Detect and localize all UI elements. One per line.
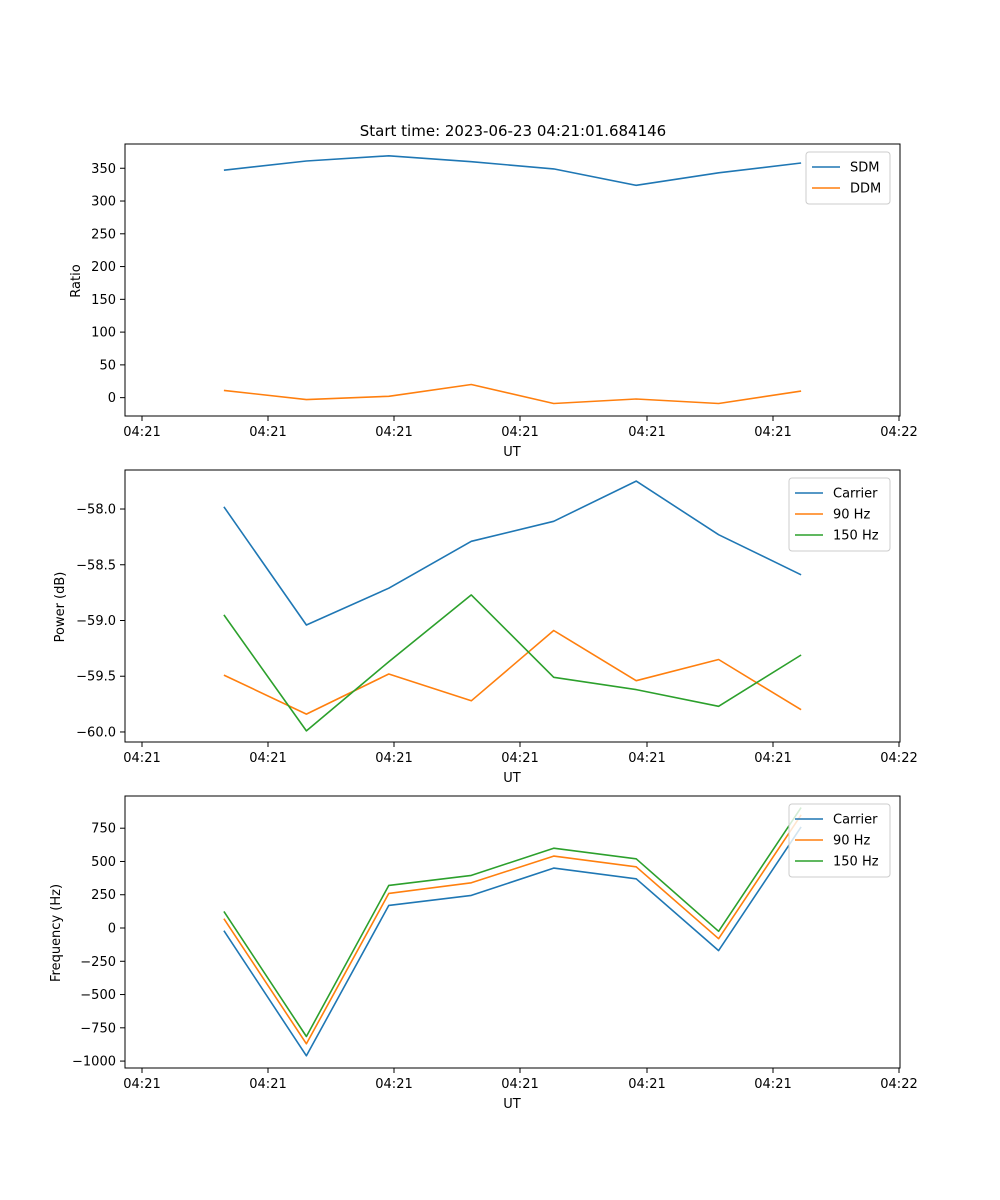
y-tick-label: 100 [91,326,116,341]
y-tick-label: 0 [108,391,116,406]
legend-label: 90 Hz [833,508,870,523]
frequency-panel: UT Frequency (Hz) 04:21 04:21 04:21 04:21 04… [49,795,918,1112]
x-tick-label: 04:22 [880,425,917,440]
series-line-carrier [223,826,802,1057]
x-tick-label: 04:21 [501,751,538,766]
series-line-sdm [223,155,802,187]
x-tick-label: 04:21 [628,1077,665,1092]
x-tick-label: 04:21 [501,1077,538,1092]
y-tick-label: 350 [91,162,116,177]
y-axis-label: Ratio [69,264,84,297]
legend-label: DDM [850,182,881,197]
y-tick-label: −1000 [72,1055,116,1070]
y-tick-label: 200 [91,260,116,275]
x-tick-label: 04:21 [628,425,665,440]
y-tick-label: −60.0 [76,725,116,740]
y-tick-label: 750 [91,822,116,837]
x-tick-label: 04:21 [375,425,412,440]
x-tick-label: 04:21 [375,1077,412,1092]
y-tick-label: −250 [80,955,116,970]
plot-frame [124,795,901,1069]
x-tick-label: 04:22 [880,751,917,766]
x-tick-label: 04:21 [754,425,791,440]
x-axis-label: UT [503,771,521,786]
y-tick-label: 150 [91,293,116,308]
legend-label: 90 Hz [833,834,870,849]
x-tick-label: 04:22 [880,1077,917,1092]
legend-label: 150 Hz [833,855,879,870]
x-tick-label: 04:21 [123,425,160,440]
series-line-90-hz [223,629,802,715]
power-panel: UT Power (dB) 04:21 04:21 04:21 04:21 04:21 0… [53,469,918,786]
x-tick-label: 04:21 [249,1077,286,1092]
series-line-carrier [223,480,802,626]
legend-label: SDM [850,161,879,176]
plot-frame [124,143,901,417]
x-axis-label: UT [503,445,521,460]
x-tick-label: 04:21 [628,751,665,766]
x-tick-label: 04:21 [501,425,538,440]
y-tick-label: −500 [80,988,116,1003]
legend-label: Carrier [833,487,878,502]
x-tick-label: 04:21 [123,751,160,766]
legend-box [788,803,891,878]
y-tick-label: 0 [108,922,116,937]
y-tick-label: −58.0 [76,503,116,518]
x-tick-label: 04:21 [375,751,412,766]
x-axis-label: UT [503,1097,521,1112]
legend-box [805,151,891,205]
series-line-150-hz [223,807,802,1038]
legend-label: 150 Hz [833,529,879,544]
y-axis-label: Frequency (Hz) [49,884,64,982]
y-tick-label: −58.5 [76,558,116,573]
series-line-90-hz [223,814,802,1045]
x-tick-label: 04:21 [123,1077,160,1092]
series-line-ddm [223,383,802,405]
y-tick-label: −59.0 [76,614,116,629]
y-tick-label: 250 [91,888,116,903]
chart-title: Start time: 2023-06-23 04:21:01.684146 [360,122,666,140]
y-tick-label: 50 [99,358,116,373]
x-tick-label: 04:21 [249,425,286,440]
ratio-panel: Start time: 2023-06-23 04:21:01.684146 U… [69,122,918,460]
y-tick-label: −59.5 [76,670,116,685]
legend-label: Carrier [833,813,878,828]
y-tick-label: 250 [91,227,116,242]
y-tick-label: −750 [80,1021,116,1036]
y-tick-label: 300 [91,195,116,210]
plot-frame [124,469,901,743]
y-axis-label: Power (dB) [53,572,68,643]
y-tick-label: 500 [91,855,116,870]
x-tick-label: 04:21 [754,751,791,766]
legend-box [788,477,891,552]
series-line-150-hz [223,594,802,732]
x-tick-label: 04:21 [249,751,286,766]
x-tick-label: 04:21 [754,1077,791,1092]
